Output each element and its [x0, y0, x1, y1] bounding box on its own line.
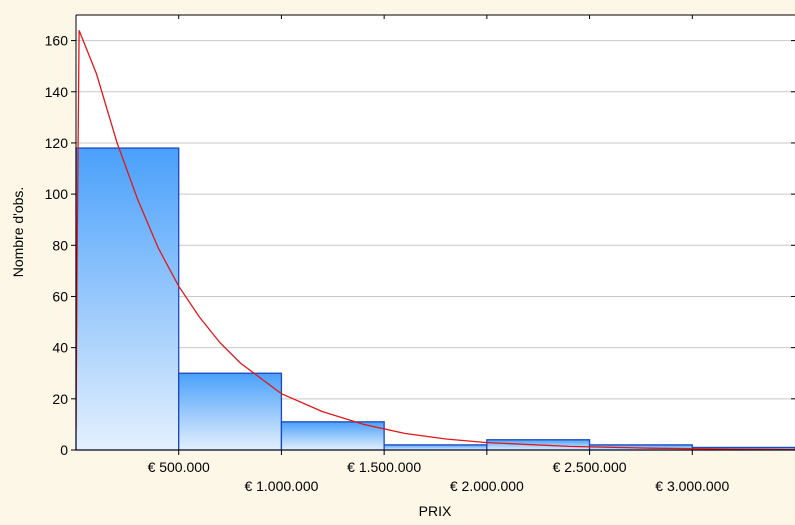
y-tick-label: 160 — [45, 33, 69, 49]
y-tick-label: 60 — [52, 288, 68, 304]
x-tick-label: € 500.000 — [148, 459, 210, 475]
fitted-curve — [76, 30, 795, 450]
y-tick-label: 0 — [60, 442, 68, 458]
histogram-bar — [178, 372, 283, 451]
y-tick-label: 40 — [52, 340, 68, 356]
y-axis-title: Nombre d'obs. — [10, 187, 26, 278]
x-tick-label: € 2.000.000 — [450, 478, 524, 494]
y-tick-label: 140 — [45, 84, 69, 100]
y-tick-label: 80 — [52, 237, 68, 253]
x-tick-label: € 3.000.000 — [655, 478, 729, 494]
x-tick-label: € 1.500.000 — [347, 459, 421, 475]
fitted-curve-line — [76, 30, 795, 450]
histogram-bars — [75, 147, 795, 451]
x-tick-label: € 1.000.000 — [244, 478, 318, 494]
axes — [71, 14, 795, 455]
y-tick-label: 120 — [45, 135, 69, 151]
y-tick-label: 20 — [52, 391, 68, 407]
x-tick-label: € 2.500.000 — [553, 459, 627, 475]
y-tick-label: 100 — [45, 186, 69, 202]
histogram-bar — [280, 421, 385, 451]
histogram-bar — [383, 444, 488, 451]
tick-labels: 0 20 40 60 80 100 120 140 160 € 500.000 € 1.000.00… — [45, 33, 730, 494]
x-axis-title: PRIX — [419, 503, 452, 519]
histogram-bar — [75, 147, 180, 451]
